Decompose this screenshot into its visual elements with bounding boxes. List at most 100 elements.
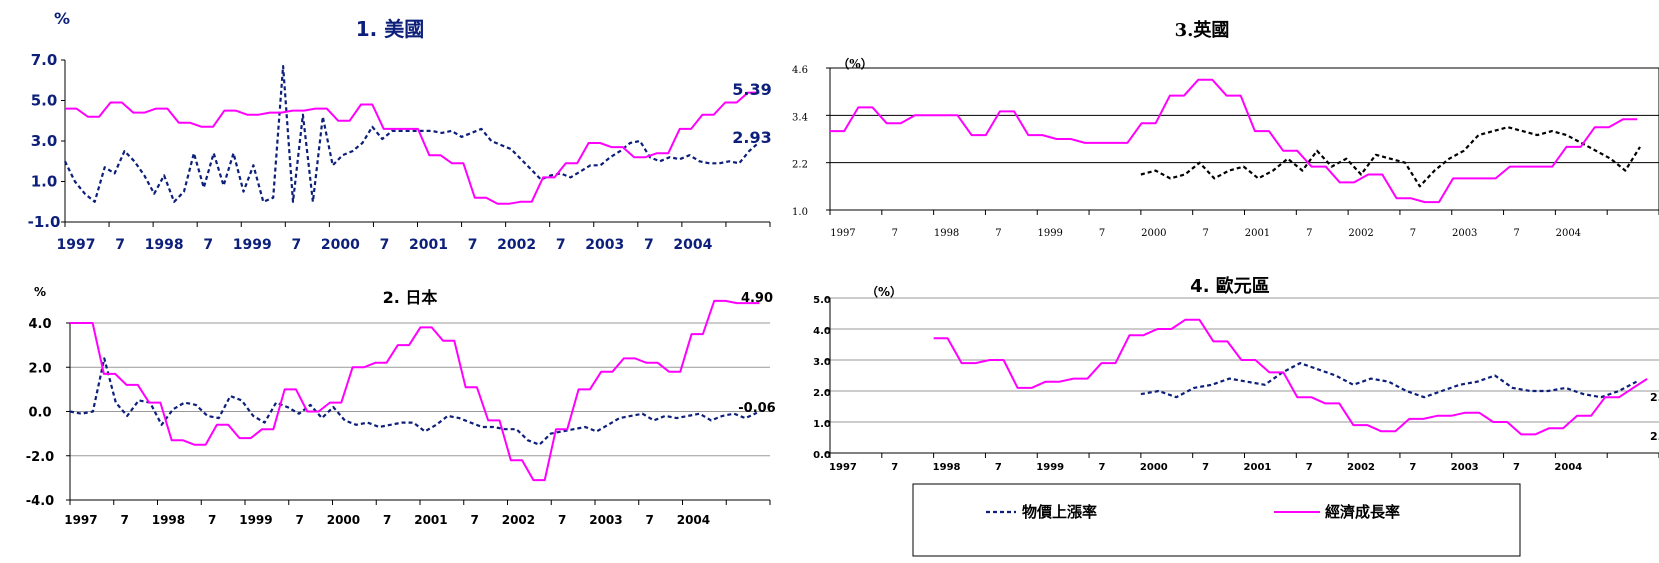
x-tick-label: 2004 bbox=[1556, 228, 1581, 239]
x-tick-label: 2000 bbox=[321, 237, 360, 253]
y-unit-label-1: % bbox=[54, 9, 70, 28]
x-tick-label: 7 bbox=[891, 462, 898, 473]
x-tick-label: 1997 bbox=[830, 228, 855, 239]
x-tick-label: 7 bbox=[1099, 462, 1106, 473]
series-line-gdp bbox=[65, 91, 760, 205]
y-tick-label: 5.0 bbox=[31, 92, 58, 110]
series-line-gdp bbox=[830, 78, 1638, 204]
x-tick-label: 7 bbox=[892, 228, 898, 239]
x-tick-label: 1999 bbox=[239, 513, 272, 527]
x-tick-label: 7 bbox=[1513, 228, 1519, 239]
y-tick-label: 2.0 bbox=[813, 388, 831, 399]
x-tick-label: 7 bbox=[468, 237, 478, 253]
x-tick-label: 1997 bbox=[64, 513, 97, 527]
x-tick-label: 1999 bbox=[1037, 228, 1062, 239]
x-tick-label: 7 bbox=[644, 237, 654, 253]
x-tick-label: 2001 bbox=[1245, 228, 1270, 239]
x-tick-label: 2002 bbox=[1347, 462, 1375, 473]
y-tick-label: 1.0 bbox=[792, 207, 808, 218]
legend-label-gdp: 經濟成長率 bbox=[1325, 503, 1400, 521]
x-tick-label: 7 bbox=[995, 228, 1001, 239]
series-line-cpi bbox=[64, 65, 760, 203]
value-label: 2.93 bbox=[732, 128, 771, 147]
x-tick-label: 1998 bbox=[934, 228, 959, 239]
chart-title-2: 2. 日本 bbox=[383, 288, 438, 307]
x-tick-label: 7 bbox=[208, 513, 216, 527]
y-tick-label: 7.0 bbox=[31, 51, 58, 69]
value-label: 2.07 bbox=[1650, 430, 1659, 443]
series-line-gdp bbox=[933, 318, 1648, 436]
y-tick-label: 0.0 bbox=[813, 450, 831, 461]
x-tick-label: 7 bbox=[471, 513, 479, 527]
x-tick-label: 2004 bbox=[1554, 462, 1582, 473]
x-tick-label: 2000 bbox=[1140, 462, 1168, 473]
x-tick-label: 1997 bbox=[57, 237, 96, 253]
y-tick-label: 4.0 bbox=[813, 326, 831, 337]
x-tick-label: 7 bbox=[115, 237, 125, 253]
x-tick-label: 7 bbox=[291, 237, 301, 253]
x-tick-label: 2003 bbox=[1452, 228, 1477, 239]
x-tick-label: 2004 bbox=[673, 237, 712, 253]
x-tick-label: 2004 bbox=[677, 513, 710, 527]
y-tick-label: 4.6 bbox=[792, 65, 808, 76]
x-tick-label: 1999 bbox=[1036, 462, 1064, 473]
x-tick-label: 7 bbox=[1202, 228, 1208, 239]
x-tick-label: 1997 bbox=[829, 462, 857, 473]
y-tick-label: 3.0 bbox=[31, 132, 58, 150]
x-tick-label: 7 bbox=[1306, 462, 1313, 473]
series-line-cpi bbox=[69, 357, 758, 446]
x-tick-label: 7 bbox=[296, 513, 304, 527]
x-tick-label: 7 bbox=[1202, 462, 1209, 473]
chart-title-3: 3.英國 bbox=[1175, 19, 1230, 41]
x-tick-label: 7 bbox=[995, 462, 1002, 473]
x-tick-label: 2001 bbox=[1244, 462, 1272, 473]
y-unit-label-4: （%） bbox=[866, 284, 902, 299]
chart-title-4: 4. 歐元區 bbox=[1190, 275, 1270, 297]
x-tick-label: 7 bbox=[1410, 228, 1416, 239]
x-tick-label: 2003 bbox=[589, 513, 622, 527]
x-tick-label: 2003 bbox=[1451, 462, 1479, 473]
x-tick-label: 7 bbox=[1306, 228, 1312, 239]
series-line-gdp bbox=[70, 299, 760, 482]
value-label: 2.39 bbox=[1650, 391, 1659, 404]
x-tick-label: 2001 bbox=[409, 237, 448, 253]
x-tick-label: 2001 bbox=[414, 513, 447, 527]
x-tick-label: 7 bbox=[121, 513, 129, 527]
y-tick-label: 4.0 bbox=[28, 317, 51, 332]
series-line-cpi bbox=[1140, 362, 1638, 399]
legend-label-cpi: 物價上漲率 bbox=[1022, 503, 1097, 521]
y-tick-label: -1.0 bbox=[28, 213, 61, 231]
chart-title-1: 1. 美國 bbox=[356, 17, 424, 41]
plot-frame-3 bbox=[829, 67, 1659, 211]
x-tick-label: 7 bbox=[646, 513, 654, 527]
x-tick-label: 7 bbox=[1409, 462, 1416, 473]
legend-box bbox=[912, 483, 1521, 557]
x-tick-label: 1998 bbox=[152, 513, 185, 527]
x-tick-label: 7 bbox=[1099, 228, 1105, 239]
y-tick-label: 2.0 bbox=[28, 361, 51, 376]
x-tick-label: 7 bbox=[1513, 462, 1520, 473]
y-tick-label: -2.0 bbox=[26, 450, 54, 465]
x-tick-label: 2003 bbox=[585, 237, 624, 253]
x-tick-label: 7 bbox=[380, 237, 390, 253]
x-tick-label: 7 bbox=[383, 513, 391, 527]
y-tick-label: -4.0 bbox=[26, 494, 54, 509]
y-unit-label-3: （%） bbox=[837, 56, 872, 71]
x-tick-label: 2002 bbox=[1348, 228, 1373, 239]
y-tick-label: 1.0 bbox=[813, 419, 831, 430]
x-tick-label: 1998 bbox=[933, 462, 961, 473]
y-tick-label: 5.0 bbox=[813, 295, 831, 306]
value-label: -0.06 bbox=[738, 401, 775, 416]
x-tick-label: 1999 bbox=[233, 237, 272, 253]
y-tick-label: 0.0 bbox=[28, 406, 51, 421]
x-tick-label: 7 bbox=[556, 237, 566, 253]
series-line-cpi bbox=[1140, 126, 1641, 188]
value-label: 5.39 bbox=[732, 80, 771, 99]
x-tick-label: 2000 bbox=[1141, 228, 1166, 239]
x-tick-label: 1998 bbox=[145, 237, 184, 253]
y-tick-label: 1.0 bbox=[31, 173, 58, 191]
x-tick-label: 2000 bbox=[327, 513, 360, 527]
value-label: 4.90 bbox=[741, 291, 773, 306]
y-tick-label: 2.2 bbox=[792, 160, 808, 171]
